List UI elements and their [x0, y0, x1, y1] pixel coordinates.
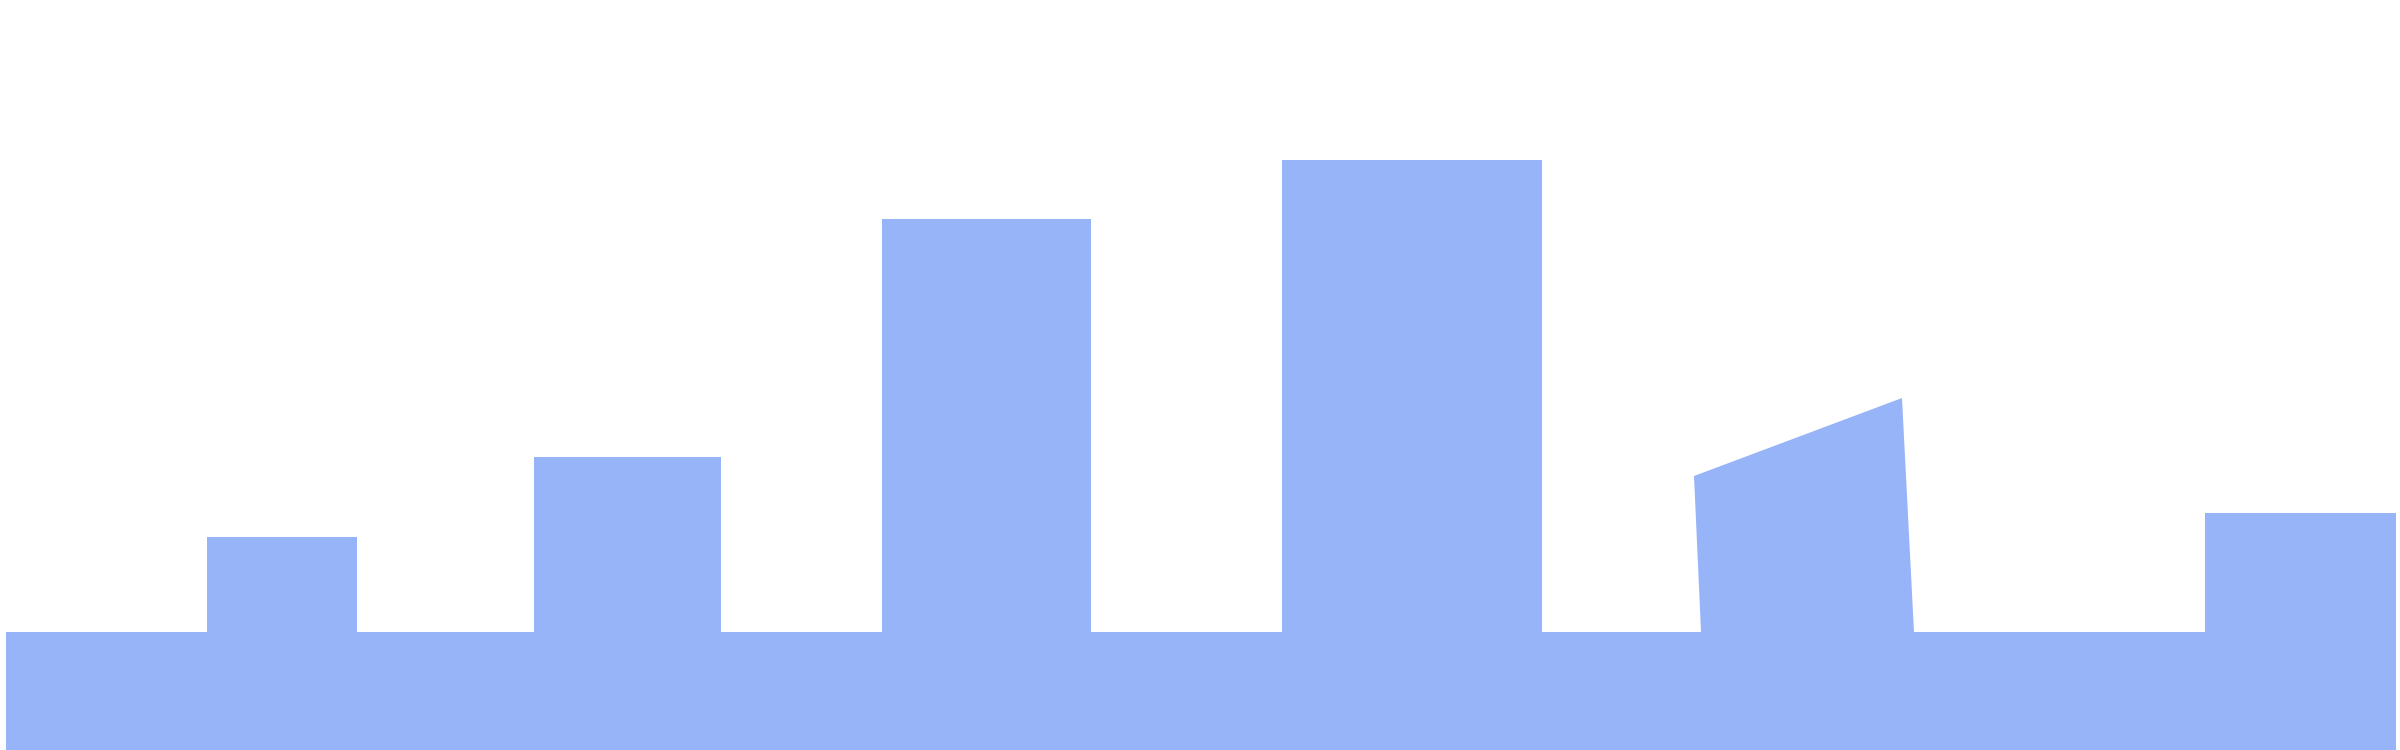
skyline-silhouette — [6, 160, 2396, 750]
